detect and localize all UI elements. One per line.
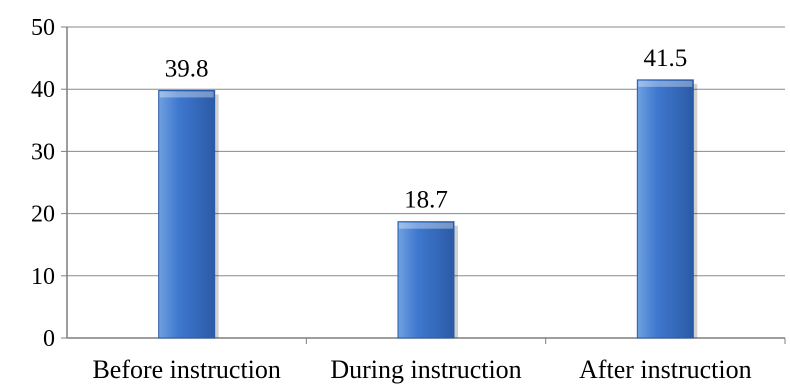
bar-highlight [159,91,214,98]
bar [397,221,455,339]
data-label: 39.8 [165,55,209,82]
y-tick-label: 10 [31,264,55,290]
data-labels: 39.8 18.7 41.5 [165,45,687,214]
bars [158,79,698,339]
y-tick-label: 50 [31,15,55,41]
y-tick-label: 20 [31,202,55,228]
y-tick-label: 30 [31,139,55,165]
data-label: 18.7 [404,187,448,214]
bar-highlight [399,222,453,229]
bar [158,89,216,339]
category-labels: Before instruction During instruction Afte… [92,355,751,384]
y-tick-label: 40 [31,77,55,103]
category-label: After instruction [579,355,752,384]
data-label: 41.5 [643,45,687,72]
y-tick-label: 0 [43,326,55,352]
bar-highlight [638,80,693,87]
category-label: Before instruction [92,355,280,384]
category-label: During instruction [330,355,521,384]
y-tick-labels: 0 10 20 30 40 50 [31,15,55,352]
bar [636,79,694,339]
